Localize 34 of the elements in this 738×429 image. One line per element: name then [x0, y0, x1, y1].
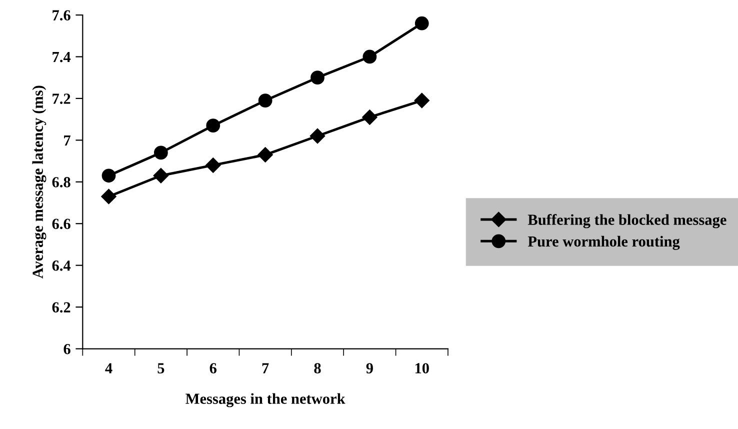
- y-tick-label: 6.4: [52, 260, 71, 271]
- x-tick-label: 7: [262, 363, 269, 374]
- point: [258, 94, 272, 108]
- point: [206, 158, 221, 173]
- point: [101, 188, 116, 204]
- legend-label: Pure wormhole routing: [528, 236, 680, 250]
- y-tick-label: 7.6: [52, 10, 70, 21]
- point: [362, 110, 378, 125]
- y-axis-title: Average message latency (ms): [32, 86, 46, 279]
- point: [414, 16, 429, 30]
- point: [206, 118, 220, 133]
- point: [153, 168, 169, 184]
- point: [154, 146, 168, 160]
- point: [258, 147, 273, 162]
- point: [310, 128, 326, 144]
- point: [310, 70, 324, 85]
- y-tick-label: 7.4: [52, 52, 71, 62]
- x-axis-title: Messages in the network: [186, 393, 346, 408]
- x-tick-label: 8: [314, 363, 321, 374]
- x-tick-label: 9: [366, 363, 373, 374]
- x-tick-label: 10: [415, 363, 429, 374]
- y-tick-label: 6.8: [52, 177, 70, 188]
- y-tick-label: 7.2: [52, 94, 70, 104]
- point: [102, 168, 116, 183]
- y-tick-label: 6.2: [52, 302, 70, 313]
- x-tick-label: 6: [210, 363, 216, 374]
- x-tick-label: 5: [158, 363, 164, 374]
- y-tick-label: 6: [64, 344, 70, 354]
- legend-label: Buffering the blocked message: [528, 214, 726, 228]
- point: [362, 50, 377, 64]
- point: [414, 92, 430, 108]
- y-tick-label: 6.6: [52, 218, 70, 230]
- x-tick-label: 4: [105, 363, 112, 374]
- y-tick-label: 7: [64, 135, 70, 146]
